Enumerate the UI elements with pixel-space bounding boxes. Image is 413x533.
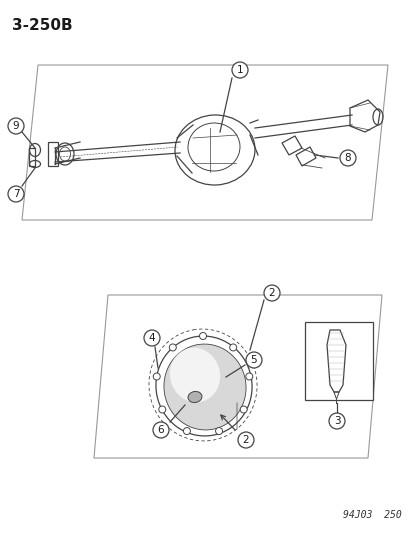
Circle shape: [231, 62, 247, 78]
Circle shape: [339, 150, 355, 166]
Text: 5: 5: [250, 355, 257, 365]
Circle shape: [169, 344, 176, 351]
Text: 3: 3: [333, 416, 339, 426]
Text: 94J03  250: 94J03 250: [342, 510, 401, 520]
Text: 2: 2: [242, 435, 249, 445]
Circle shape: [240, 406, 247, 413]
Circle shape: [8, 186, 24, 202]
Text: 3-250B: 3-250B: [12, 18, 72, 33]
Text: 6: 6: [157, 425, 164, 435]
Circle shape: [153, 373, 160, 380]
Circle shape: [229, 344, 236, 351]
Text: 4: 4: [148, 333, 155, 343]
Ellipse shape: [169, 348, 220, 402]
Circle shape: [144, 330, 159, 346]
Circle shape: [263, 285, 279, 301]
Circle shape: [215, 427, 222, 434]
Circle shape: [245, 373, 252, 380]
FancyBboxPatch shape: [304, 322, 372, 400]
Circle shape: [153, 422, 169, 438]
Ellipse shape: [188, 391, 202, 402]
Circle shape: [245, 352, 261, 368]
Text: 9: 9: [13, 121, 19, 131]
Circle shape: [159, 406, 165, 413]
Text: 7: 7: [13, 189, 19, 199]
Text: 1: 1: [236, 65, 243, 75]
Circle shape: [8, 118, 24, 134]
Ellipse shape: [164, 344, 245, 430]
Text: 2: 2: [268, 288, 275, 298]
Circle shape: [328, 413, 344, 429]
Circle shape: [199, 333, 206, 340]
Circle shape: [237, 432, 254, 448]
Text: 8: 8: [344, 153, 351, 163]
Circle shape: [183, 427, 190, 434]
